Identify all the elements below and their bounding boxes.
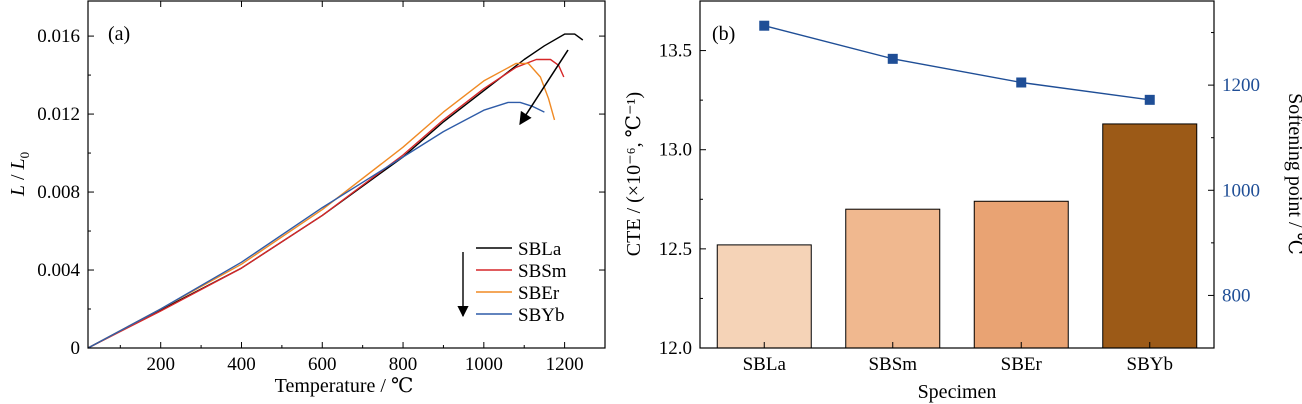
y-tick-label-left: 13.5 <box>659 41 692 62</box>
category-label-sbsm: SBSm <box>868 354 917 375</box>
panel-a-series <box>87 33 584 349</box>
panel-a-xlabel: Temperature / ℃ <box>275 375 414 397</box>
softening-marker-sbyb <box>1144 94 1155 105</box>
ylabel-sep: / <box>7 169 29 185</box>
series-line-sbyb <box>87 101 545 349</box>
y-tick-label-left: 13.0 <box>659 140 692 161</box>
softening-marker-sbla <box>759 20 770 31</box>
panel-b-ylabel-right: Softening point / ℃ <box>1284 93 1302 255</box>
ylabel-l: L <box>7 185 29 197</box>
panel-a-ylabel: L / L0 <box>7 152 32 197</box>
bar-sbsm <box>845 208 941 349</box>
y-tick-label-right: 800 <box>1222 285 1251 306</box>
softening-marker-sber <box>1016 77 1027 88</box>
legend-label-sbyb: SBYb <box>518 305 564 326</box>
legend-label-sber: SBEr <box>518 283 560 304</box>
y-tick-label-left: 12.5 <box>659 239 692 260</box>
y-tick-label-right: 1200 <box>1222 75 1260 96</box>
y-tick-label: 0.008 <box>37 182 80 203</box>
y-tick-label-right: 1000 <box>1222 180 1260 201</box>
legend-label-sbla: SBLa <box>518 239 562 260</box>
x-tick-label: 600 <box>308 354 337 375</box>
panel-b-xlabel: Specimen <box>918 381 997 403</box>
series-line-sbsm <box>87 58 565 349</box>
y-tick-label: 0.004 <box>37 260 80 281</box>
bar-sbyb <box>1102 123 1198 349</box>
category-label-sber: SBEr <box>1001 354 1043 375</box>
x-tick-label: 200 <box>146 354 175 375</box>
panel-b-label: (b) <box>712 23 735 45</box>
legend-label-sbsm: SBSm <box>518 261 567 282</box>
x-tick-label: 400 <box>227 354 256 375</box>
series-line-sbla <box>87 33 584 349</box>
panel-a: 200 400 600 800 1000 1200 0 0.004 0.008 0.012 0.01… <box>7 0 606 397</box>
panel-b-bars <box>716 123 1198 349</box>
y-tick-label: 0.012 <box>37 104 80 125</box>
panel-b: SBLa SBSm SBEr SBYb 12.0 12.5 13.0 13.5 800 1000 1… <box>623 0 1302 403</box>
ylabel-subscript: 0 <box>17 152 32 159</box>
y-tick-label: 0 <box>71 338 81 359</box>
panel-b-frame <box>699 0 1215 349</box>
ylabel-l0: L <box>7 158 29 170</box>
bar-sbla <box>716 244 812 349</box>
x-tick-label: 800 <box>389 354 418 375</box>
panel-a-frame <box>87 0 606 349</box>
panel-a-label: (a) <box>108 23 130 45</box>
series-line-sber <box>87 62 556 349</box>
panel-b-ylabel-left: CTE / (×10⁻⁶, ℃⁻¹) <box>623 92 645 256</box>
x-tick-label: 1200 <box>546 354 584 375</box>
panel-a-ticks: 200 400 600 800 1000 1200 0 0.004 0.008 0.012 0.01… <box>37 1 606 375</box>
bar-sber <box>973 200 1069 349</box>
panel-b-ticks: SBLa SBSm SBEr SBYb 12.0 12.5 13.0 13.5 800 1000 1… <box>659 32 1260 375</box>
softening-line <box>764 25 1150 101</box>
trend-arrow <box>519 49 569 126</box>
y-tick-label-left: 12.0 <box>659 338 692 359</box>
panel-b-softening-line <box>759 20 1155 105</box>
category-label-sbla: SBLa <box>743 354 787 375</box>
y-tick-label: 0.016 <box>37 26 80 47</box>
softening-marker-sbsm <box>887 53 898 64</box>
x-tick-label: 1000 <box>465 354 503 375</box>
right-axis: 800 1000 1200 <box>1208 32 1260 306</box>
category-label-sbyb: SBYb <box>1127 354 1173 375</box>
